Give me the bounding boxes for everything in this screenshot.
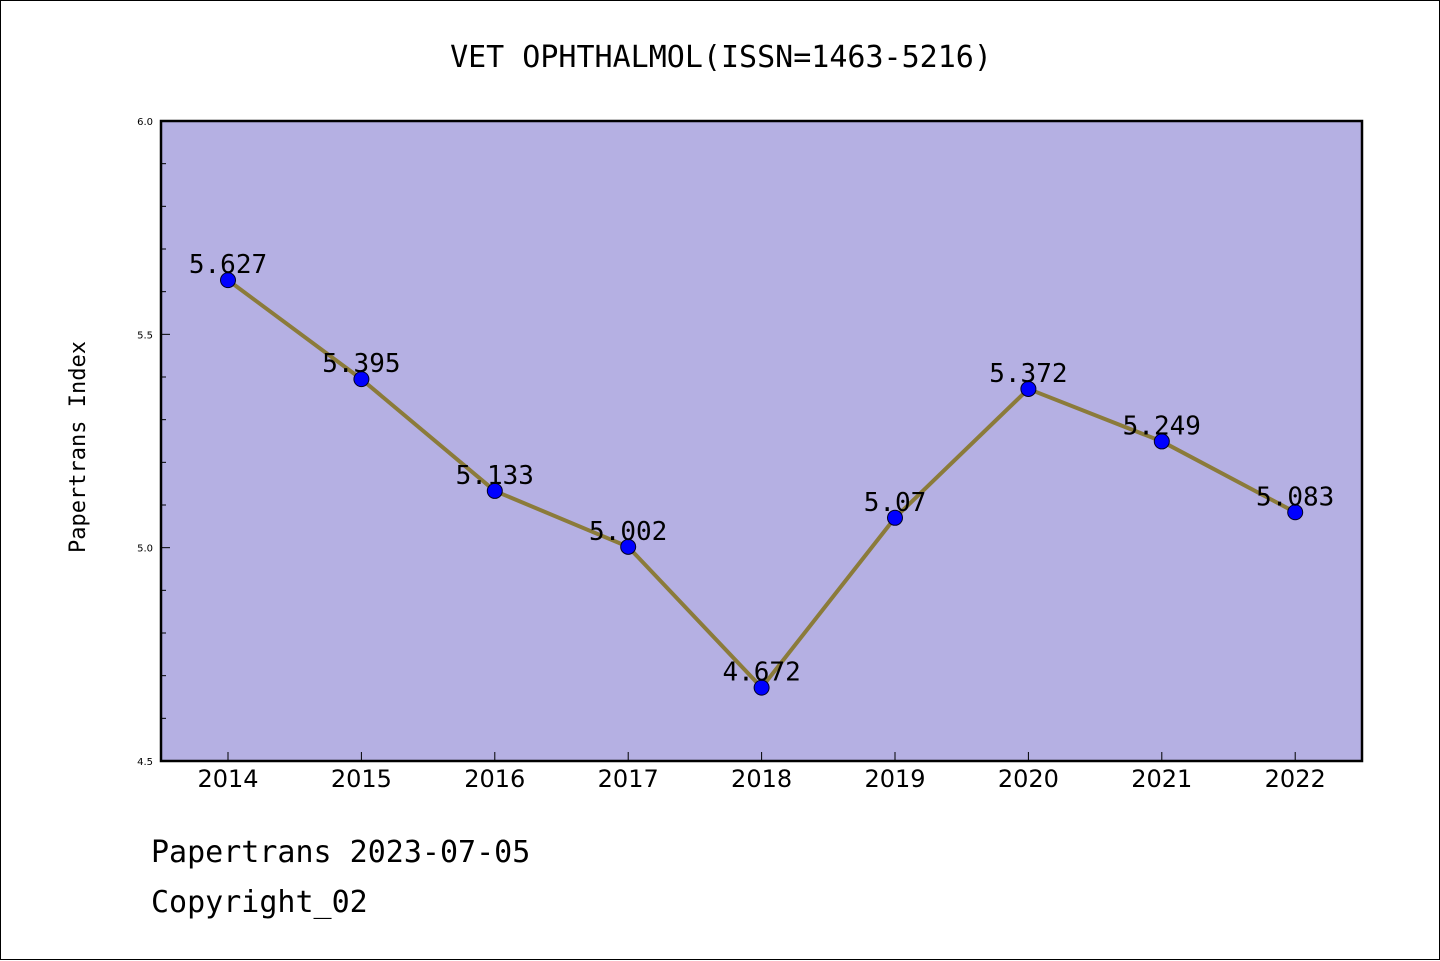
data-point	[353, 371, 370, 388]
x-tick-label: 2022	[1265, 765, 1326, 793]
data-point	[887, 509, 903, 526]
data-point	[1287, 504, 1304, 521]
footer-date: Papertrans 2023-07-05	[151, 835, 531, 870]
x-tick-label: 2015	[331, 765, 392, 793]
y-tick-label: 6.0	[137, 117, 153, 128]
chart-title: VET OPHTHALMOL(ISSN=1463-5216)	[450, 40, 992, 75]
y-tick-label: 4.5	[137, 757, 153, 768]
data-label: 5.372	[989, 359, 1067, 389]
data-label: 5.083	[1256, 482, 1334, 512]
footer-copyright: Copyright_02	[151, 885, 368, 920]
x-tick-label: 2018	[731, 765, 792, 793]
axis-ticks: 4.5 5.0 5.5 6.0 2014 2015 2016 2017 2018 2019 2020…	[137, 117, 1326, 793]
data-point	[1020, 380, 1037, 397]
data-label: 5.002	[589, 517, 667, 547]
x-tick-label: 2021	[1131, 765, 1192, 793]
series-markers	[220, 272, 1304, 696]
data-point	[620, 538, 637, 555]
data-label: 5.249	[1123, 411, 1201, 441]
x-tick-label: 2020	[998, 765, 1059, 793]
data-point	[1153, 433, 1170, 450]
data-point	[486, 482, 503, 499]
data-point	[220, 272, 236, 289]
x-tick-label: 2019	[864, 765, 925, 793]
data-point	[753, 679, 770, 696]
x-tick-label: 2016	[464, 765, 525, 793]
data-label: 5.627	[189, 250, 267, 280]
y-tick-label: 5.0	[137, 544, 153, 555]
y-tick-label: 5.5	[137, 330, 153, 341]
data-label: 5.133	[456, 461, 534, 491]
data-labels: 5.627 5.395 5.133 5.002 4.672 5.07 5.372 5.249 5…	[189, 250, 1334, 687]
data-label: 5.395	[322, 349, 400, 379]
x-tick-label: 2017	[598, 765, 659, 793]
y-axis-label: Papertrans Index	[66, 341, 91, 553]
data-label: 5.07	[864, 488, 927, 518]
data-label: 4.672	[722, 658, 800, 688]
x-tick-label: 2014	[197, 765, 258, 793]
